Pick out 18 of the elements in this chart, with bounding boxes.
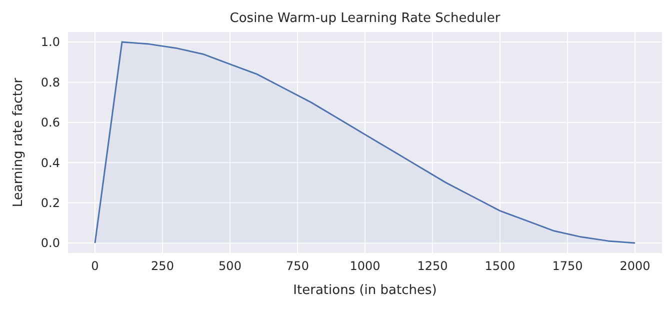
y-tick-label: 0.2 bbox=[40, 196, 60, 210]
x-tick-label: 250 bbox=[151, 259, 174, 273]
x-axis-title: Iterations (in batches) bbox=[293, 283, 437, 298]
y-tick-label: 0.4 bbox=[40, 156, 60, 170]
y-axis-title: Learning rate factor bbox=[11, 77, 26, 208]
x-tick-label: 1000 bbox=[350, 259, 380, 273]
chart-title: Cosine Warm-up Learning Rate Scheduler bbox=[230, 11, 501, 26]
x-tick-label: 750 bbox=[286, 259, 309, 273]
x-tick-label: 1750 bbox=[552, 259, 583, 273]
y-tick-label: 1.0 bbox=[40, 35, 60, 50]
x-tick-label: 0 bbox=[91, 259, 99, 273]
x-tick-label: 2000 bbox=[620, 259, 650, 273]
x-tick-label: 1500 bbox=[484, 259, 516, 273]
x-tick-label: 1250 bbox=[417, 259, 448, 273]
x-tick-label: 500 bbox=[218, 259, 242, 273]
y-tick-label: 0.0 bbox=[40, 236, 60, 250]
y-tick-label: 0.8 bbox=[40, 75, 60, 90]
y-tick-label: 0.6 bbox=[40, 116, 60, 130]
